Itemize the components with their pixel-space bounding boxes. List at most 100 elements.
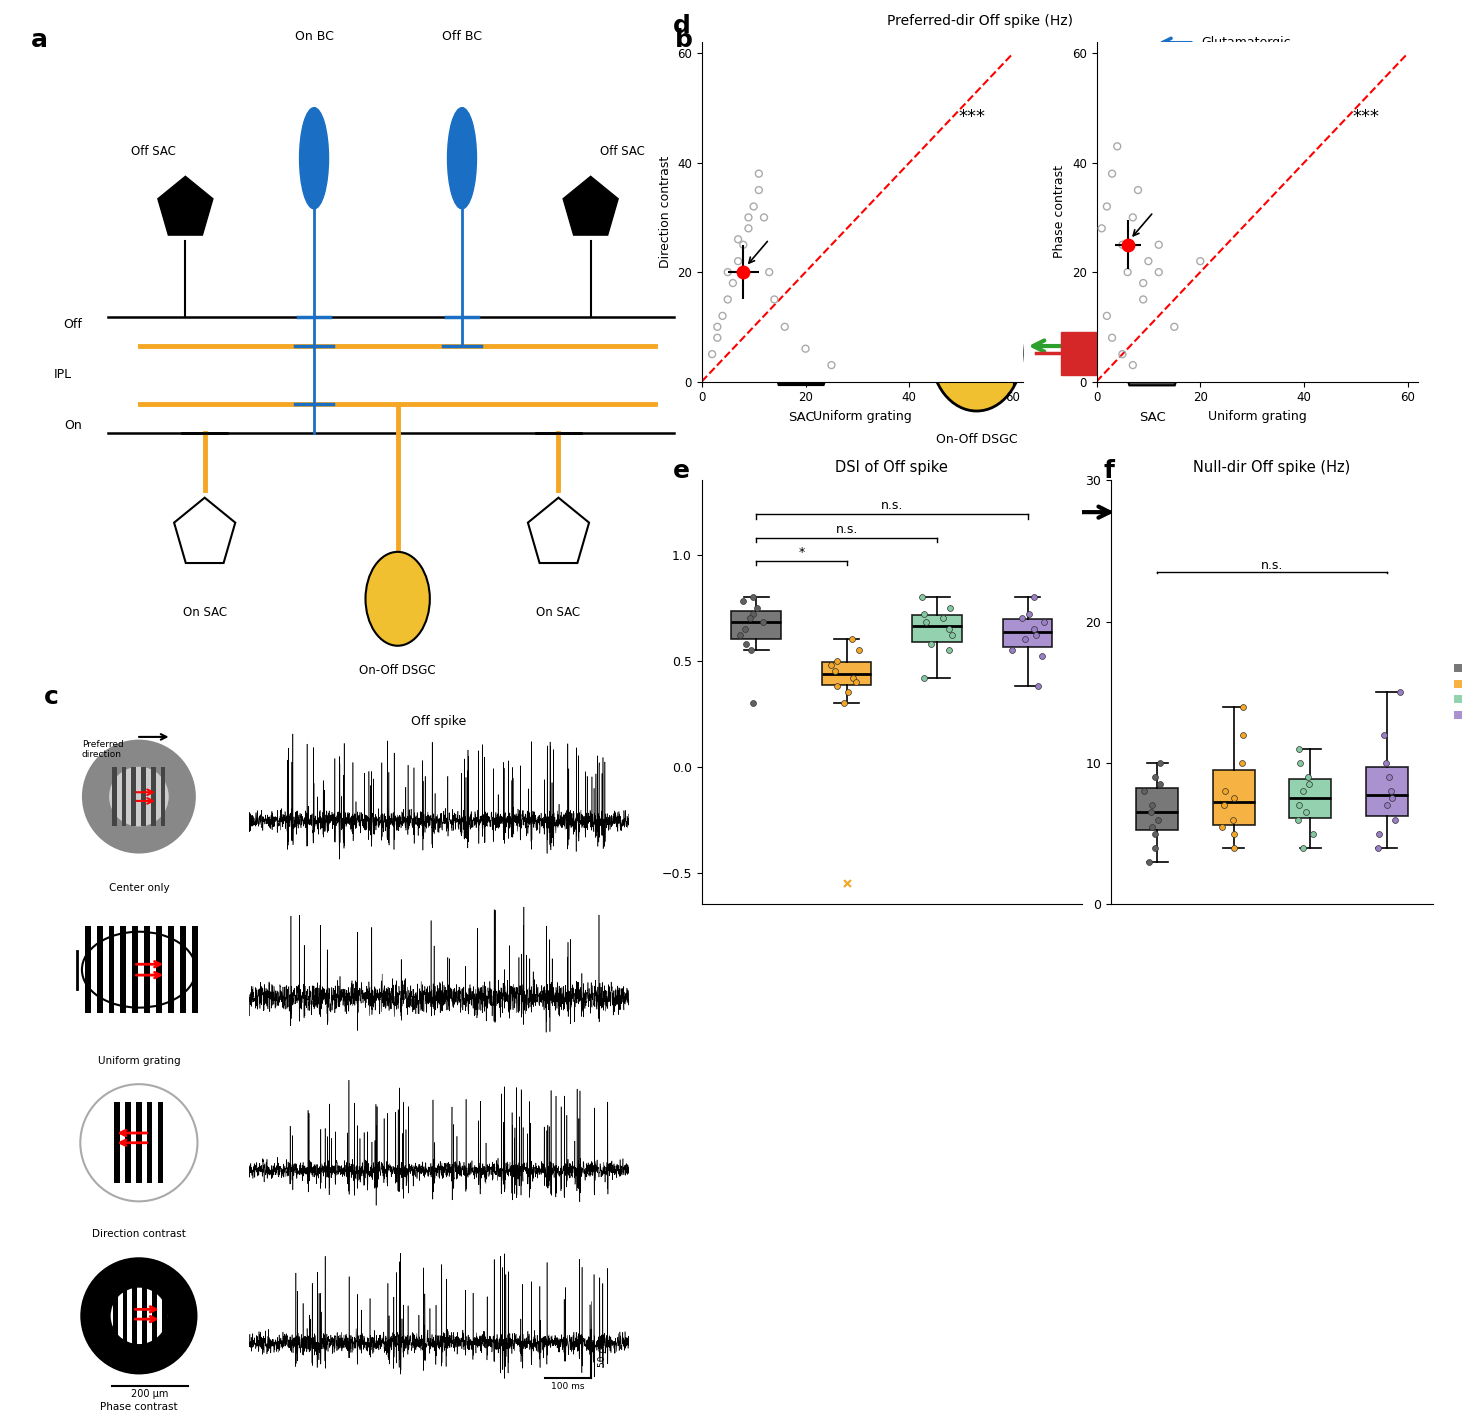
Point (1211, 815, 1234, 838)
Point (747, 162, 770, 185)
Point (1116, 261, 1139, 284)
Text: n.s.: n.s. (880, 499, 904, 513)
Text: Off SAC: Off SAC (601, 146, 645, 158)
Point (746, 596, 769, 619)
Point (731, 591, 754, 613)
Bar (96, 927, 102, 1013)
Bar (136, 1102, 142, 1184)
Bar (142, 1286, 148, 1345)
Text: Phase contrast: Phase contrast (99, 1403, 178, 1413)
Bar (180, 927, 186, 1013)
Text: Preferred-dir Off spike (Hz): Preferred-dir Off spike (Hz) (886, 14, 1073, 28)
Point (841, 627, 864, 650)
Bar (132, 767, 136, 827)
Bar (114, 1102, 120, 1184)
Text: Off BC: Off BC (442, 30, 482, 42)
X-axis label: Uniform grating: Uniform grating (813, 410, 912, 422)
Text: n.s.: n.s. (835, 523, 858, 536)
Ellipse shape (447, 107, 477, 209)
Point (915, 610, 939, 633)
Point (845, 671, 868, 694)
Point (1010, 608, 1034, 630)
Ellipse shape (931, 295, 1022, 411)
Bar (152, 1286, 156, 1345)
Text: f: f (1104, 459, 1114, 483)
Bar (158, 1102, 164, 1184)
Point (1121, 206, 1145, 229)
Point (740, 639, 763, 661)
Point (1095, 195, 1118, 218)
Text: On BC: On BC (295, 30, 333, 42)
Bar (1061, 332, 1096, 374)
Point (1091, 218, 1114, 240)
Point (825, 675, 848, 698)
Point (911, 585, 934, 608)
Text: On SAC: On SAC (537, 606, 580, 619)
Point (1149, 773, 1173, 796)
Circle shape (110, 767, 168, 827)
Point (1101, 326, 1124, 349)
Point (1231, 723, 1254, 746)
Text: Glutamatergic: Glutamatergic (1202, 37, 1291, 49)
Polygon shape (528, 497, 589, 562)
PathPatch shape (1136, 788, 1178, 831)
Text: SAC: SAC (788, 411, 814, 424)
Point (1383, 808, 1406, 831)
Text: 50 pA: 50 pA (598, 1341, 607, 1366)
Point (1111, 343, 1135, 366)
Point (763, 288, 787, 311)
Text: IPL: IPL (54, 369, 72, 382)
Point (1146, 808, 1170, 831)
Point (1212, 794, 1235, 817)
Point (1143, 822, 1167, 845)
Point (823, 660, 846, 682)
Point (912, 667, 936, 690)
Point (937, 639, 961, 661)
Legend: Center only, Uniform grating, Direction contrast, Phase contrast: Center only, Uniform grating, Direction … (1450, 660, 1462, 725)
Text: ***: *** (1352, 107, 1380, 126)
Point (1148, 233, 1171, 256)
Text: Off SAC: Off SAC (130, 146, 175, 158)
Point (753, 206, 776, 229)
Point (1101, 162, 1124, 185)
Point (832, 691, 855, 714)
PathPatch shape (1289, 779, 1332, 818)
Bar (145, 927, 151, 1013)
Point (1022, 585, 1045, 608)
Point (741, 691, 765, 714)
Circle shape (80, 1084, 197, 1201)
Point (1031, 644, 1054, 668)
Polygon shape (174, 497, 235, 562)
Point (727, 227, 750, 250)
Circle shape (82, 739, 196, 853)
Point (737, 206, 760, 229)
Point (706, 326, 730, 349)
Point (1026, 675, 1050, 698)
Point (841, 667, 864, 690)
Point (716, 261, 740, 284)
Point (1139, 801, 1162, 824)
Polygon shape (158, 177, 213, 235)
Text: d: d (673, 14, 690, 38)
Point (940, 625, 963, 647)
Point (1291, 780, 1314, 803)
Text: On SAC: On SAC (183, 606, 227, 619)
Point (1132, 288, 1155, 311)
Point (912, 602, 936, 625)
Point (1377, 766, 1401, 788)
Point (1379, 780, 1402, 803)
Point (1367, 822, 1390, 845)
Point (721, 271, 744, 294)
Point (1162, 315, 1186, 338)
Point (706, 315, 730, 338)
Point (1222, 822, 1246, 845)
Text: Off: Off (63, 318, 82, 331)
Ellipse shape (300, 107, 329, 209)
Point (1287, 808, 1310, 831)
Point (939, 596, 962, 619)
Text: 200 µm: 200 µm (132, 1389, 168, 1399)
Text: n.s.: n.s. (1260, 560, 1284, 572)
Point (820, 353, 844, 376)
Ellipse shape (366, 552, 430, 646)
Bar (108, 927, 114, 1013)
